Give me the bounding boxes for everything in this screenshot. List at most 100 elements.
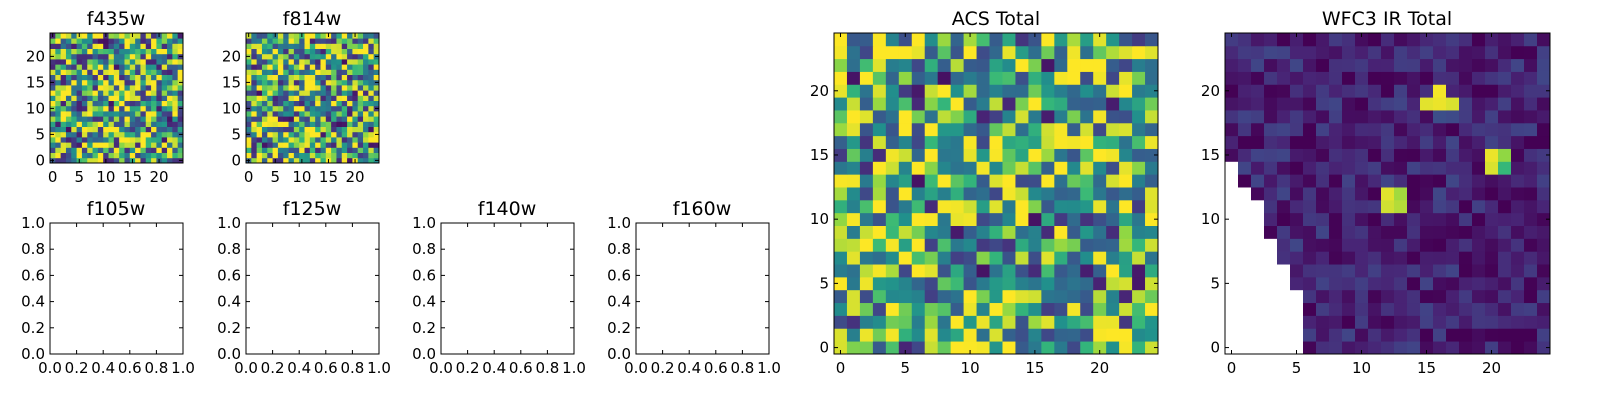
heatmap-cell [151,111,157,117]
heatmap-cell [1093,199,1107,214]
heatmap-cell [135,69,141,75]
heatmap-cell [924,110,939,124]
heatmap-cell [911,135,926,149]
heatmap-cell [277,95,284,101]
heatmap-cell [1472,341,1486,355]
heatmap-cell [65,64,72,70]
heatmap-cell [167,48,173,55]
heatmap-cell [1394,71,1408,85]
heatmap-cell [1303,251,1317,265]
heatmap-cell [1015,302,1029,316]
heatmap-cell [859,45,874,60]
heatmap-cell [989,148,1003,162]
heatmap-cell [937,289,952,304]
heatmap-cell [60,137,67,143]
heatmap-cell [1472,110,1486,124]
heatmap-cell [71,74,77,81]
heatmap-cell [950,84,964,98]
heatmap-cell [1524,97,1538,111]
heatmap-cell [272,53,279,60]
heatmap-cell [124,38,131,44]
heatmap-cell [1511,315,1525,329]
heatmap-cell [261,116,268,122]
heatmap-cell [309,48,316,55]
heatmap-cell [71,105,77,112]
heatmap-cell [1251,97,1265,111]
heatmap-cell [1106,315,1120,329]
heatmap-cell [71,147,77,153]
heatmap-cell [103,121,109,127]
heatmap-cell [140,152,147,159]
heatmap-cell [1446,97,1460,111]
heatmap-cell [924,212,939,226]
heatmap-cell [124,131,131,138]
heatmap-cell [156,152,163,159]
heatmap-cell [1002,122,1016,137]
heatmap-cell [119,59,125,65]
heatmap-cell [1054,251,1068,265]
heatmap-cell [246,43,252,49]
x-tick-label: 0.6 [704,359,728,377]
heatmap-cell [341,69,348,75]
heatmap-cell [1106,174,1120,188]
heatmap-cell [1420,187,1434,201]
heatmap-cell [1002,148,1016,162]
heatmap-cell [288,157,295,164]
heatmap-cell [277,116,284,122]
heatmap-cell [103,152,109,159]
heatmap-cell [1002,161,1016,175]
heatmap-cell [1290,225,1304,239]
heatmap-cell [50,126,56,133]
panel-f125w: f125w 0.0 0.2 0.4 0.6 0.8 1.00.00.20.40.60.81… [217,198,391,377]
heatmap-cell [976,264,990,278]
heatmap-cell [299,85,305,91]
heatmap-cell [1080,97,1094,111]
heatmap-cell [1015,33,1029,47]
y-tick-label: 15 [810,146,829,164]
heatmap-cell [1342,341,1356,355]
heatmap-cell [167,95,173,101]
heatmap-cell [1264,122,1278,137]
heatmap-cell [71,85,77,91]
heatmap-cell [304,105,311,112]
heatmap-cell [1524,251,1538,265]
heatmap-cell [97,105,104,112]
heatmap-cell [1316,148,1330,162]
heatmap-cell [177,111,184,117]
heatmap-cell [119,48,125,55]
heatmap-cell [347,53,353,60]
heatmap-cell [331,85,337,91]
heatmap-cell [1290,84,1304,98]
heatmap-cell [1329,328,1343,342]
heatmap-cell [71,38,77,44]
heatmap-cell [976,341,990,355]
heatmap-cell [1433,289,1447,304]
heatmap-cell [140,121,147,127]
heatmap-cell [50,137,56,143]
heatmap-cell [924,276,939,291]
heatmap-cell [1329,45,1343,60]
heatmap-cell [1368,238,1382,252]
heatmap-cell [293,95,300,101]
heatmap-cell [87,121,93,127]
heatmap-cell [898,84,913,98]
heatmap-cell [1015,289,1029,304]
heatmap-cell [1446,251,1460,265]
heatmap-cell [341,142,348,148]
heatmap-cell [108,90,115,96]
heatmap-cell [299,38,305,44]
heatmap-cell [1145,148,1159,162]
heatmap-cell [267,157,273,164]
heatmap-cell [347,33,353,39]
heatmap-cell [87,116,93,122]
heatmap-cell [261,100,268,107]
heatmap-cell [834,148,848,162]
heatmap-cell [293,131,300,138]
heatmap-cell [119,69,125,75]
heatmap-cell [76,111,83,117]
heatmap-cell [103,59,109,65]
heatmap-cell [859,122,874,137]
heatmap-cell [846,45,861,60]
heatmap-cell [50,121,56,127]
heatmap-cell [283,79,289,86]
